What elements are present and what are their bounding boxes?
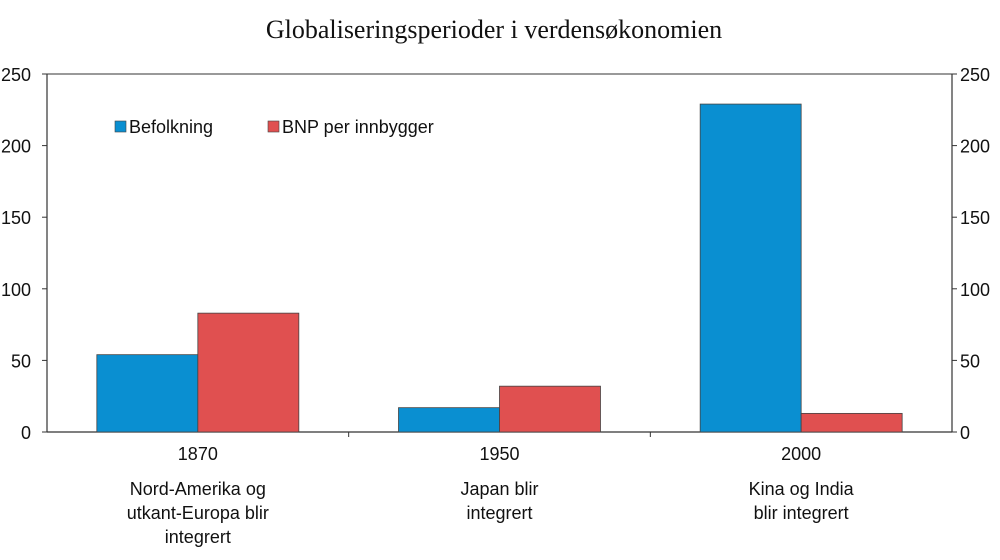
right-tick-label: 100 — [960, 280, 990, 300]
category-description-line: Japan blir — [460, 479, 538, 499]
bar-bnp-per-innbygger-2000 — [800, 412, 903, 433]
bars — [96, 103, 903, 433]
legend-swatch-bnp-per-innbygger — [267, 120, 280, 133]
legend-swatch-befolkning — [114, 120, 127, 133]
category-description-line: Nord-Amerika og — [130, 479, 266, 499]
bar-bnp-per-innbygger-1870 — [197, 312, 300, 433]
category-labels: 1870 Nord-Amerika og utkant-Europa blir int… — [127, 444, 855, 547]
left-tick-label: 0 — [21, 423, 31, 443]
left-tick-label: 150 — [1, 208, 31, 228]
category-description-line: utkant-Europa blir — [127, 503, 269, 523]
left-tick-label: 200 — [1, 137, 31, 157]
category-label: 2000 — [781, 444, 821, 464]
left-tick-label: 50 — [11, 351, 31, 371]
right-tick-label: 50 — [960, 351, 980, 371]
right-tick-label: 150 — [960, 208, 990, 228]
bar-befolkning-2000 — [699, 103, 802, 433]
category-description-line: integrert — [165, 527, 231, 547]
category-description-line: integrert — [466, 503, 532, 523]
chart-title: Globaliseringsperioder i verdensøkonomie… — [266, 15, 722, 44]
category-label: 1870 — [178, 444, 218, 464]
right-tick-label: 200 — [960, 137, 990, 157]
left-tick-label: 250 — [1, 65, 31, 85]
left-tick-label: 100 — [1, 280, 31, 300]
right-tick-label: 0 — [960, 423, 970, 443]
right-tick-label: 250 — [960, 65, 990, 85]
legend: Befolkning BNP per innbygger — [114, 117, 434, 137]
category-description-line: blir integrert — [754, 503, 849, 523]
category-description-line: Kina og India — [749, 479, 855, 499]
legend-label: BNP per innbygger — [282, 117, 434, 137]
bar-befolkning-1950 — [398, 407, 500, 433]
legend-label: Befolkning — [129, 117, 213, 137]
category-label: 1950 — [479, 444, 519, 464]
bar-befolkning-1870 — [96, 354, 199, 433]
bar-bnp-per-innbygger-1950 — [499, 385, 601, 433]
